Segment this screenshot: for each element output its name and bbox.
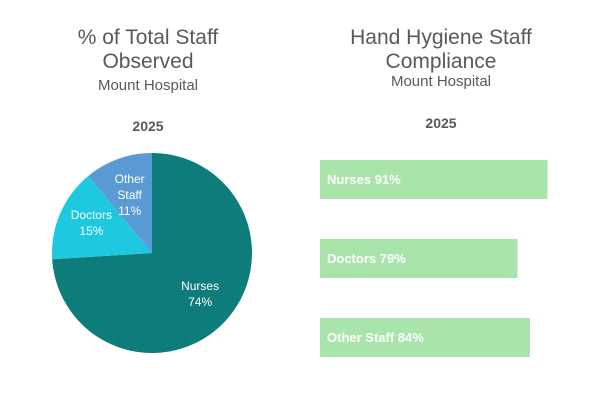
- chart-heading: 2025: [425, 115, 457, 131]
- bar-category: Nurses: [327, 172, 372, 187]
- slice-label: Nurses 74%: [175, 278, 225, 310]
- slice-value: 74%: [188, 295, 213, 310]
- pie-slice: [52, 153, 252, 353]
- bar-label: Doctors 79%: [327, 251, 406, 266]
- slice-category: Other Staff: [114, 171, 145, 202]
- slice-label: Doctors 15%: [66, 207, 116, 239]
- bar-label: Nurses 91%: [327, 172, 401, 187]
- slice-category: Nurses: [181, 279, 220, 294]
- bar-label: Other Staff 84%: [327, 330, 424, 345]
- pie-slice: [51, 175, 152, 260]
- bar-value: 79%: [379, 251, 406, 266]
- slice-category: Doctors: [70, 207, 113, 222]
- chart-title: % of Total Staff Observed: [77, 26, 219, 73]
- bar: [320, 239, 518, 278]
- bar-category: Doctors: [327, 251, 377, 266]
- chart-heading: 2025: [132, 118, 164, 134]
- slice-value: 11%: [118, 203, 142, 218]
- bar-value: 84%: [397, 330, 424, 345]
- bar: [320, 318, 530, 357]
- chart-subtitle: Mount Hospital: [390, 73, 492, 90]
- pie-slice: [88, 153, 152, 253]
- chart-title: Hand Hygiene Staff Compliance: [350, 26, 532, 73]
- bar-category: Other Staff: [327, 330, 395, 345]
- chart-subtitle: Mount Hospital: [97, 77, 199, 94]
- bar-value: 91%: [374, 172, 401, 187]
- slice-label: Other Staff 11%: [105, 171, 155, 219]
- slice-value: 15%: [79, 223, 104, 238]
- bar: [320, 160, 548, 199]
